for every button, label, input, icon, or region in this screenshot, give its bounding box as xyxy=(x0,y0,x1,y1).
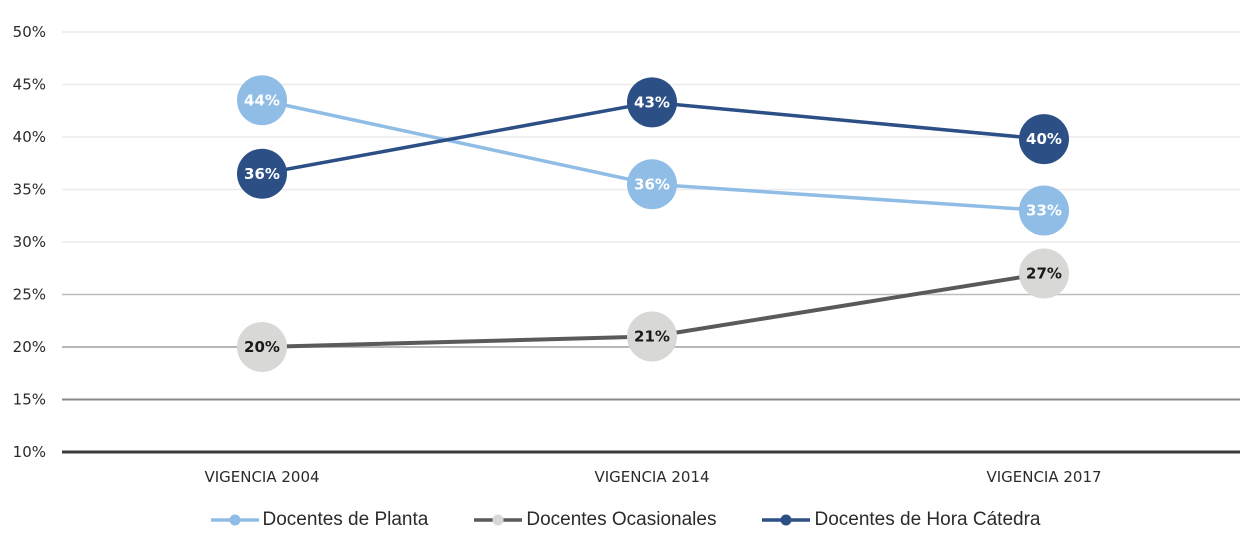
y-tick-label: 30% xyxy=(13,233,46,251)
data-point xyxy=(627,159,677,210)
data-point xyxy=(1019,185,1069,236)
x-tick-label: VIGENCIA 2014 xyxy=(594,468,709,486)
data-label: 36% xyxy=(244,165,280,183)
data-point xyxy=(1019,114,1069,165)
data-point xyxy=(237,75,287,126)
legend-item: Docentes Ocasionales xyxy=(472,509,716,531)
line-chart: 10% 15% 20% 25% 30% 35% 40% 45% 50% VIGENCIA 200… xyxy=(13,23,1240,486)
data-point xyxy=(627,311,677,362)
data-point xyxy=(237,322,287,372)
legend-label: Docentes Ocasionales xyxy=(526,509,717,530)
legend-swatch xyxy=(762,514,811,526)
data-label: 40% xyxy=(1026,130,1062,148)
y-tick-label: 40% xyxy=(13,128,46,146)
legend-label: Docentes de Planta xyxy=(262,509,429,530)
data-label: 27% xyxy=(1026,265,1062,283)
y-tick-label: 50% xyxy=(13,23,46,41)
data-label: 33% xyxy=(1026,202,1062,220)
y-tick-label: 15% xyxy=(13,391,46,409)
data-label: 43% xyxy=(634,93,670,111)
legend-item: Docentes de Planta xyxy=(209,509,429,531)
data-point xyxy=(1019,248,1069,299)
x-tick-label: VIGENCIA 2004 xyxy=(204,468,319,486)
data-label: 21% xyxy=(634,328,670,346)
legend-swatch xyxy=(210,514,259,526)
data-label: 44% xyxy=(244,91,280,109)
series-markers: 44% 36% 33% 20% 21% 27% 36% 43% 40% xyxy=(237,75,1069,372)
legend-swatch xyxy=(474,514,523,526)
data-point xyxy=(237,148,287,199)
y-tick-label: 35% xyxy=(13,181,46,199)
data-label: 36% xyxy=(634,175,670,193)
legend-label: Docentes de Hora Cátedra xyxy=(814,509,1041,530)
y-tick-label: 10% xyxy=(13,443,46,461)
legend: Docentes de Planta Docentes Ocasionales Do… xyxy=(0,503,1249,537)
data-label: 20% xyxy=(244,338,280,356)
x-axis-ticks: VIGENCIA 2004 VIGENCIA 2014 VIGENCIA 2017 xyxy=(204,468,1101,486)
y-tick-label: 25% xyxy=(13,286,46,304)
y-tick-label: 45% xyxy=(13,76,46,94)
y-axis-ticks: 10% 15% 20% 25% 30% 35% 40% 45% 50% xyxy=(13,23,46,461)
data-point xyxy=(627,77,677,128)
x-tick-label: VIGENCIA 2017 xyxy=(986,468,1101,486)
legend-item: Docentes de Hora Cátedra xyxy=(760,509,1040,531)
y-tick-label: 20% xyxy=(13,338,46,356)
